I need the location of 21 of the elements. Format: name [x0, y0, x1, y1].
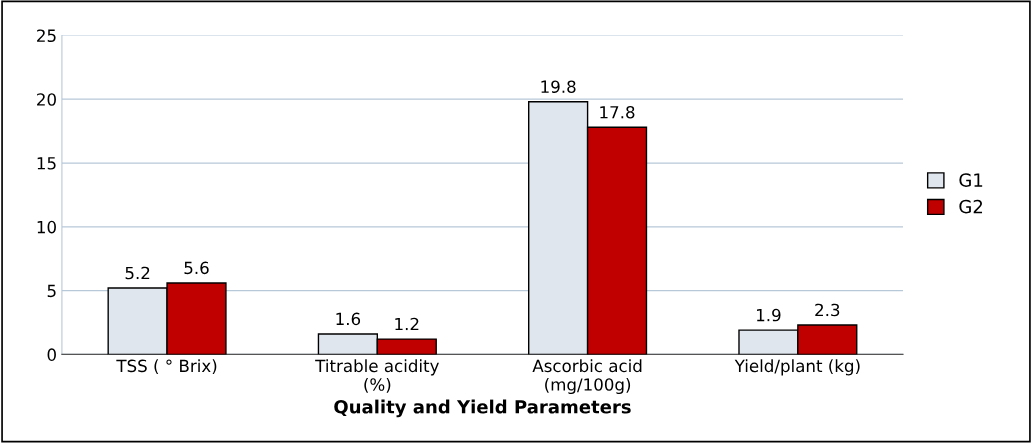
data-label: 2.3 — [815, 303, 840, 317]
data-label: 1.9 — [757, 308, 781, 322]
data-label: 19.8 — [541, 80, 576, 93]
y-tick-label: 0 — [47, 348, 56, 361]
legend-label: G2 — [959, 199, 983, 214]
y-tick-label: 5 — [47, 284, 56, 298]
y-tick-label: 10 — [37, 220, 56, 234]
data-label: 17.8 — [600, 105, 635, 119]
x-axis-title: Quality and Yield Parameters — [334, 399, 631, 418]
y-tick-label: 25 — [37, 29, 56, 43]
x-tick-label: TSS ( ° Brix) — [116, 359, 217, 375]
y-tick-label: 20 — [37, 93, 56, 106]
data-label: 1.6 — [336, 312, 361, 326]
x-tick-label: Ascorbic acid (mg/100g) — [532, 359, 642, 395]
data-label: 5.6 — [184, 261, 209, 275]
legend-label: G1 — [959, 173, 983, 187]
x-tick-label: Titrable acidity (%) — [315, 359, 439, 393]
data-label: 5.2 — [125, 266, 150, 280]
data-label: 1.2 — [395, 317, 419, 331]
y-tick-label: 15 — [37, 157, 56, 170]
x-tick-label: Yield/plant (kg) — [734, 359, 860, 376]
